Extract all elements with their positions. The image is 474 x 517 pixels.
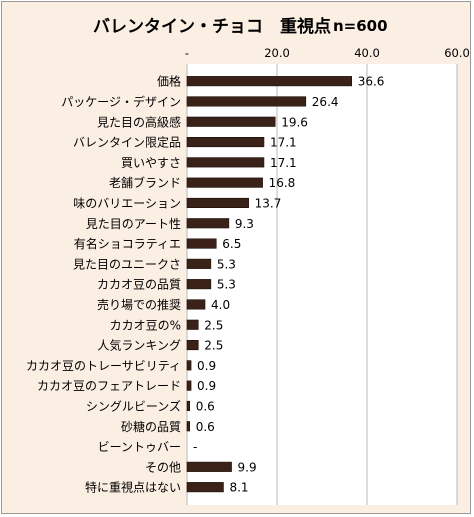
bar [186, 238, 217, 249]
category-label: カカオ豆の品質 [97, 277, 181, 292]
data-label: 4.0 [211, 298, 230, 312]
bar [186, 299, 206, 310]
category-label: 特に重視点はない [85, 480, 181, 495]
data-label: 0.9 [197, 379, 216, 393]
data-label: 17.1 [270, 136, 297, 150]
category-label: カカオ豆のトレーサビリティ [26, 359, 181, 373]
bar [186, 400, 190, 412]
data-label: 16.8 [269, 176, 296, 190]
category-label: ビーントゥバー [98, 440, 181, 454]
data-label: 9.3 [235, 217, 254, 231]
bar [186, 76, 352, 87]
category-label: バレンタイン限定品 [73, 135, 181, 150]
category-label: カカオ豆のフェアトレード [37, 379, 181, 393]
category-label: シングルビーンズ [86, 398, 181, 413]
category-label: 砂糖の品質 [121, 419, 181, 434]
category-label: その他 [145, 460, 181, 474]
bar [186, 279, 212, 290]
category-label: 老舗ブランド [109, 175, 181, 190]
data-label: 5.3 [217, 278, 236, 292]
chart-subtitle: n=600 [333, 17, 388, 35]
x-tick-label: - [185, 46, 189, 60]
bar [186, 177, 263, 188]
category-label: 見た目のユニークさ [73, 257, 181, 271]
data-label: 2.5 [204, 318, 223, 332]
data-label: 2.5 [204, 339, 223, 353]
x-tick-label: 60.0 [444, 46, 470, 60]
category-label: 買いやすさ [121, 156, 181, 170]
data-label: - [193, 440, 197, 454]
bar [186, 197, 249, 208]
chart-title: バレンタイン・チョコ 重視点 [93, 16, 331, 37]
bar [186, 339, 199, 351]
data-label: 8.1 [229, 481, 248, 495]
data-label: 26.4 [312, 95, 339, 109]
x-tick-label: 40.0 [354, 46, 380, 60]
category-label: 人気ランキング [97, 338, 181, 353]
bar [186, 116, 276, 127]
data-label: 36.6 [358, 75, 385, 89]
category-label: パッケージ・デザイン [61, 94, 181, 109]
bar [186, 421, 190, 432]
x-tick-label: 20.0 [264, 46, 290, 60]
data-label: 13.7 [255, 196, 282, 210]
category-label: 売り場での推奨 [97, 297, 181, 312]
bar [186, 319, 199, 330]
data-label: 9.9 [238, 460, 257, 474]
category-label: 価格 [157, 74, 181, 89]
category-label: 見た目のアート性 [86, 217, 181, 231]
category-label: カカオ豆の% [110, 318, 181, 332]
data-label: 6.5 [222, 237, 241, 251]
bar [186, 258, 212, 269]
data-label: 5.3 [217, 257, 236, 271]
bar [186, 482, 224, 493]
category-label: 味のバリエーション [73, 196, 181, 210]
data-label: 17.1 [270, 156, 297, 170]
bar [186, 218, 230, 229]
bar [186, 137, 265, 148]
data-label: 19.6 [281, 115, 308, 129]
category-label: 有名ショコラティエ [74, 236, 181, 251]
data-label: 0.6 [196, 420, 215, 434]
data-label: 0.6 [196, 399, 215, 413]
data-label: 0.9 [197, 359, 216, 373]
category-label: 見た目の高級感 [97, 114, 181, 129]
bar [186, 360, 192, 371]
bar [186, 157, 265, 168]
bar [186, 380, 192, 391]
bar [186, 461, 232, 472]
bar [186, 96, 307, 107]
